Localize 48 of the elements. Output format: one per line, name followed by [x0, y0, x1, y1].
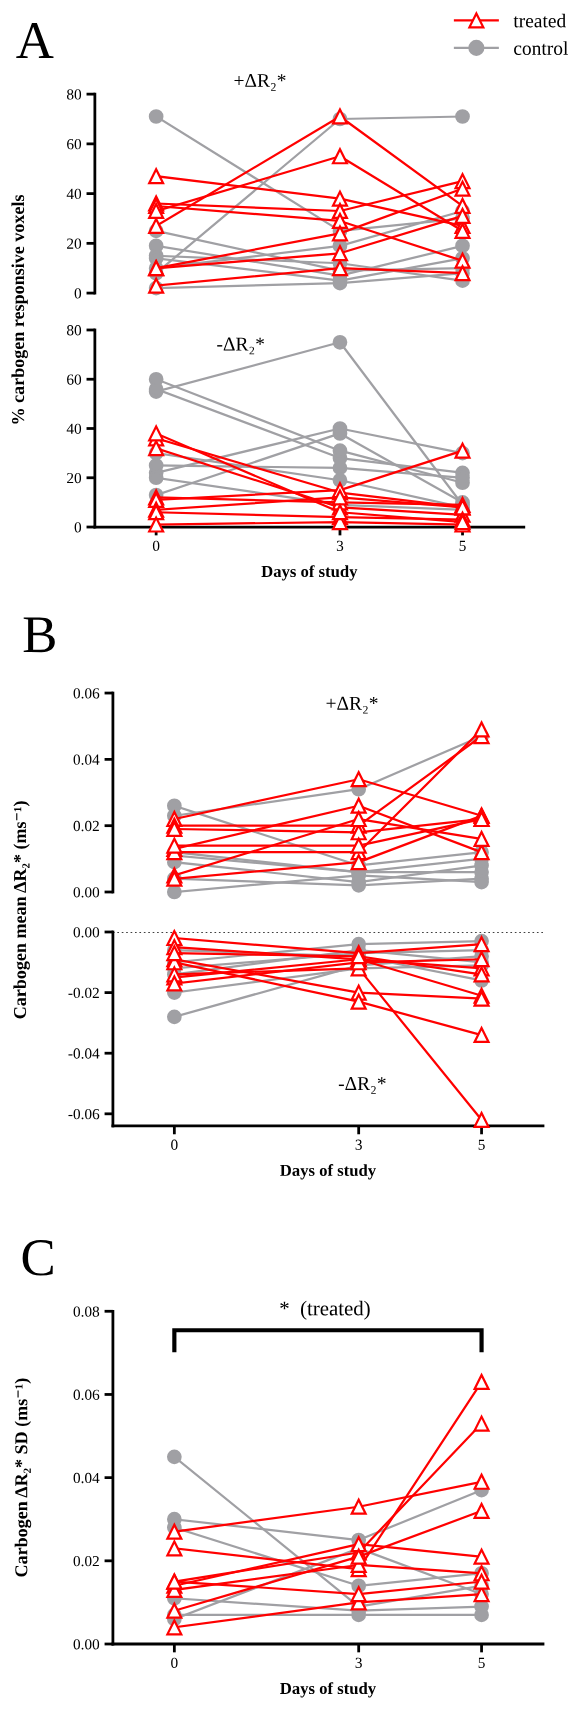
- y-tick-label: 60: [67, 139, 82, 150]
- text: C: [22, 1240, 53, 1276]
- y-tick-label: 0.00: [73, 1639, 100, 1650]
- y-tick-label: -0.04: [68, 1048, 100, 1059]
- y-tick-label: -0.06: [68, 1108, 100, 1120]
- chart-title: +ΔR₂*: [326, 696, 378, 714]
- y-tick-label: 0: [74, 288, 82, 299]
- y-tick-label: 20: [67, 238, 82, 249]
- text: -ΔR₂*: [338, 1077, 386, 1094]
- y-tick-label: 0.02: [73, 820, 99, 832]
- y-tick-label: 20: [67, 472, 82, 484]
- text: A: [16, 23, 54, 58]
- y-axis-title: % carbogen responsive voxels: [11, 195, 28, 424]
- y-axis-title: Carbogen ΔR₂* SD (ms⁻¹): [14, 1378, 32, 1577]
- y-tick-label: 0.00: [73, 927, 100, 938]
- x-tick-label: 0: [171, 1657, 178, 1668]
- legend-label: treated: [513, 13, 566, 28]
- y-tick-label: 40: [66, 188, 82, 200]
- y-tick-label: 60: [67, 374, 82, 385]
- x-tick-label: 5: [478, 1657, 485, 1668]
- y-tick-label: -0.02: [68, 987, 99, 999]
- chart-title: -ΔR₂*: [217, 337, 264, 355]
- y-tick-label: 80: [66, 325, 82, 336]
- y-axis-title: Carbogen mean ΔR₂* (ms⁻¹): [13, 801, 30, 1019]
- text: B: [23, 617, 55, 653]
- x-axis-title: Days of study: [280, 1164, 376, 1180]
- x-tick-label: 5: [459, 540, 466, 551]
- y-tick-label: 0.04: [73, 754, 100, 765]
- y-tick-label: 0.02: [73, 1555, 99, 1567]
- x-axis-title: Days of study: [261, 565, 358, 581]
- x-tick-label: 0: [171, 1139, 178, 1150]
- y-tick-label: 80: [66, 89, 82, 100]
- legend-label: control: [514, 41, 568, 55]
- x-axis-title: Days of study: [280, 1682, 376, 1698]
- y-tick-label: 0.06: [73, 1389, 100, 1400]
- x-tick-label: 3: [336, 540, 344, 551]
- y-tick-label: 0.04: [73, 1472, 100, 1484]
- y-tick-label: 0.08: [73, 1306, 100, 1317]
- y-tick-label: 0.00: [73, 887, 100, 898]
- x-tick-label: 3: [355, 1139, 362, 1150]
- y-tick-label: 40: [66, 423, 82, 434]
- y-tick-label: 0.06: [73, 688, 100, 699]
- x-tick-label: 5: [478, 1139, 485, 1150]
- chart-title: +ΔR₂*: [234, 74, 286, 91]
- x-tick-label: 0: [152, 540, 160, 551]
- annotation: * (treated): [280, 1300, 370, 1320]
- x-tick-label: 3: [355, 1657, 362, 1668]
- y-tick-label: 0: [74, 522, 82, 533]
